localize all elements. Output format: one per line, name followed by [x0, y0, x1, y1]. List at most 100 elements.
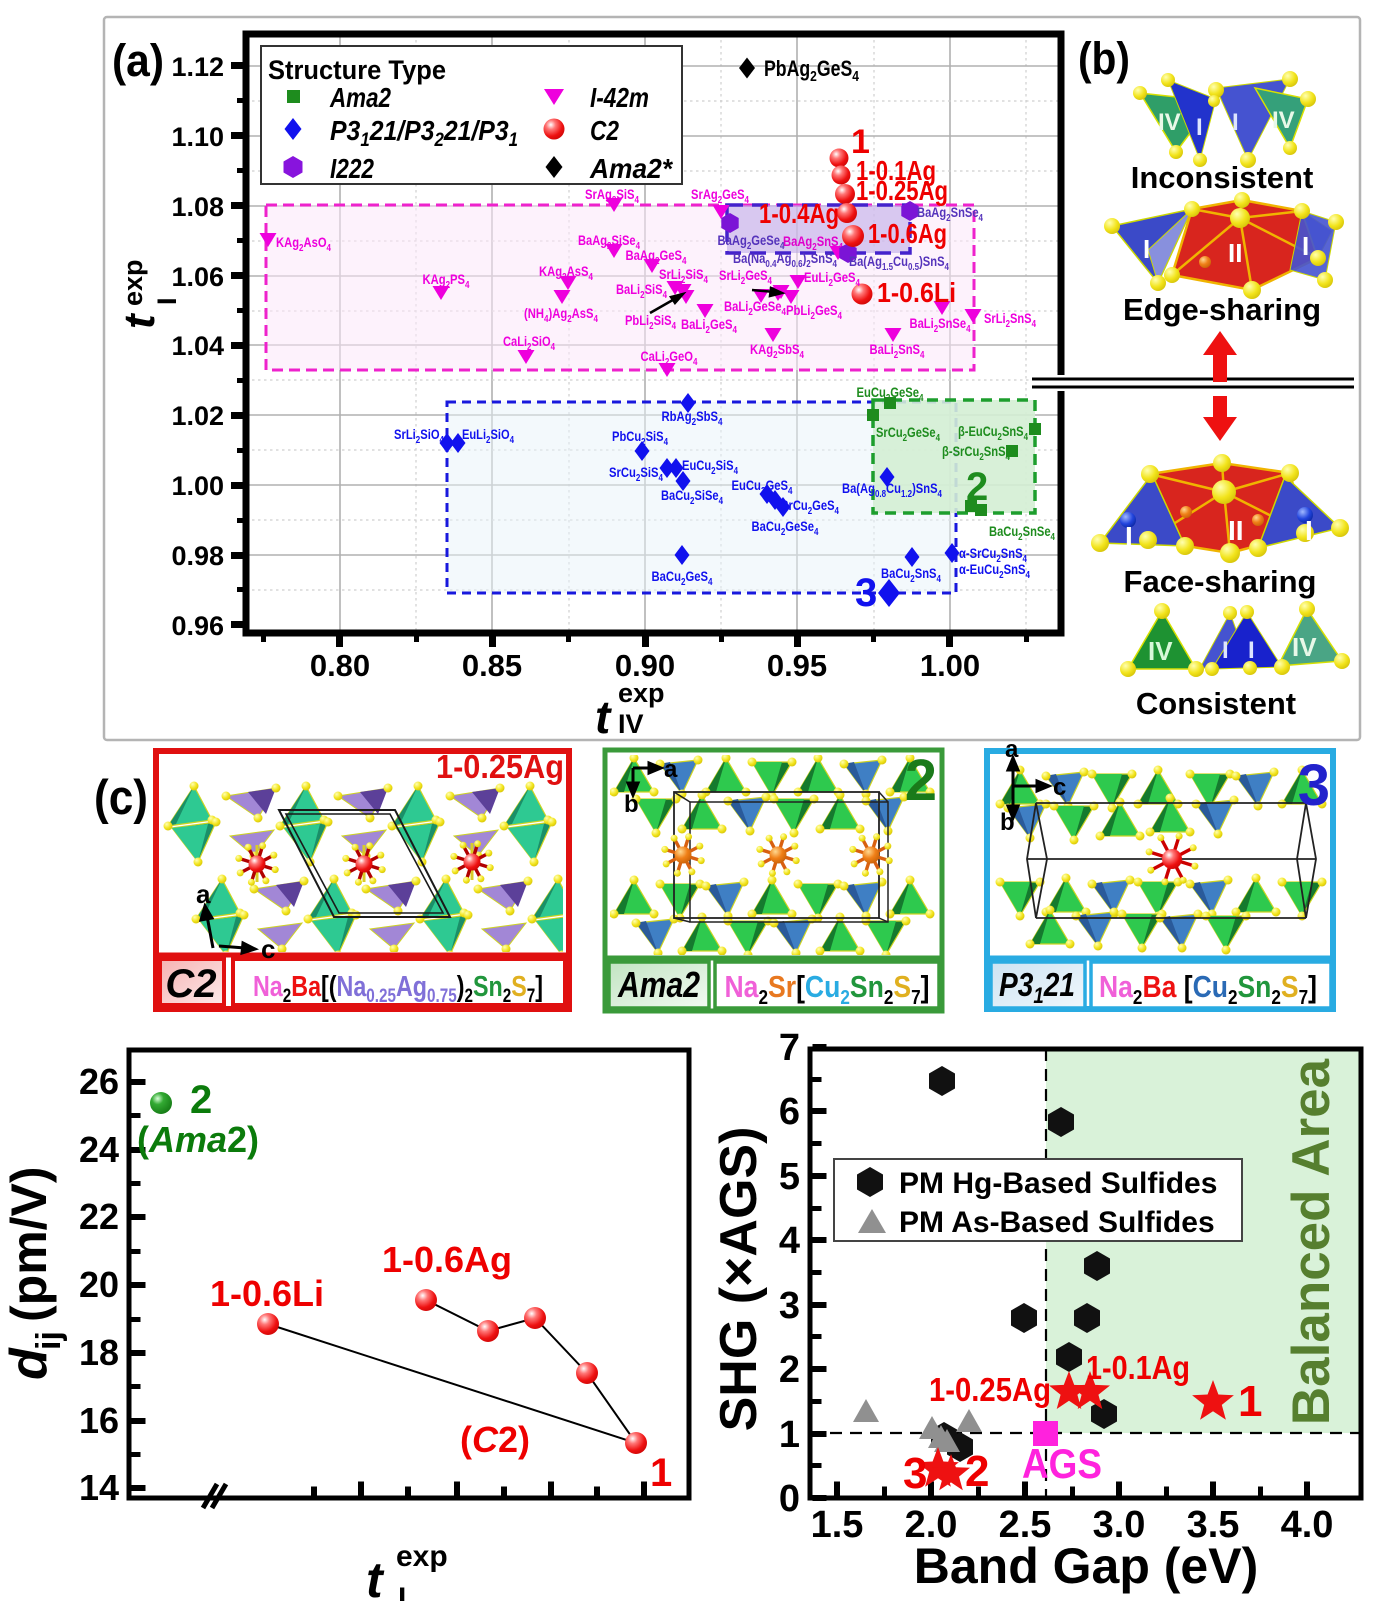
svg-text:1.06: 1.06 — [171, 262, 224, 292]
svg-text:1-0.25Ag: 1-0.25Ag — [436, 748, 564, 785]
svg-text:a: a — [196, 879, 211, 909]
svg-text:1.04: 1.04 — [171, 331, 224, 361]
svg-text:PbLi2SiS4: PbLi2SiS4 — [625, 312, 676, 332]
svg-text:24: 24 — [79, 1129, 119, 1170]
svg-text:3.0: 3.0 — [1093, 1504, 1146, 1546]
svg-text:2: 2 — [779, 1349, 800, 1391]
svg-text:BaCu2GeSe4: BaCu2GeSe4 — [752, 518, 819, 538]
svg-text:14: 14 — [79, 1467, 119, 1508]
svg-text:(a): (a) — [112, 35, 164, 86]
svg-text:IV: IV — [1148, 636, 1173, 666]
svg-text:4.0: 4.0 — [1281, 1504, 1334, 1546]
svg-text:0.80: 0.80 — [310, 648, 370, 683]
svg-text:20: 20 — [79, 1264, 119, 1305]
svg-text:α-SrCu2SnS4: α-SrCu2SnS4 — [959, 545, 1027, 565]
svg-text:KAg2PS4: KAg2PS4 — [423, 271, 470, 291]
svg-text:I: I — [1248, 637, 1255, 664]
svg-text:SHG (×AGS): SHG (×AGS) — [710, 1127, 768, 1432]
svg-text:1-0.6Li: 1-0.6Li — [877, 277, 956, 308]
svg-text:Ama2: Ama2 — [617, 964, 700, 1005]
svg-text:2.5: 2.5 — [999, 1504, 1052, 1546]
svg-text:BaLi2GeSe4: BaLi2GeSe4 — [724, 298, 786, 318]
svg-text:1-0.1Ag: 1-0.1Ag — [1086, 1349, 1190, 1386]
svg-text:2: 2 — [905, 748, 937, 813]
svg-text:b: b — [1000, 809, 1015, 836]
svg-text:SrCu2GeSe4: SrCu2GeSe4 — [876, 424, 940, 444]
svg-text:1-0.6Li: 1-0.6Li — [210, 1273, 324, 1314]
svg-text:ij: ij — [30, 1331, 68, 1350]
svg-text:BaLi2GeS4: BaLi2GeS4 — [681, 316, 737, 336]
svg-text:c: c — [1053, 774, 1066, 801]
svg-text:IV: IV — [1272, 107, 1295, 134]
svg-text:RbAg2SbS4: RbAg2SbS4 — [662, 408, 723, 428]
svg-text:(C2): (C2) — [460, 1419, 530, 1460]
svg-text:PM As-Based Sulfides: PM As-Based Sulfides — [899, 1206, 1215, 1239]
svg-text:CaLi2GeO4: CaLi2GeO4 — [641, 348, 698, 368]
svg-text:5: 5 — [779, 1156, 800, 1198]
svg-text:exp: exp — [118, 259, 148, 306]
svg-text:Na2Ba [Cu2Sn2S7]: Na2Ba [Cu2Sn2S7] — [1099, 969, 1317, 1009]
svg-text:(b): (b) — [1078, 33, 1130, 84]
svg-text:β-EuCu2SnS4: β-EuCu2SnS4 — [958, 423, 1028, 443]
svg-text:AGS: AGS — [1022, 1440, 1102, 1487]
svg-text:C2: C2 — [165, 962, 216, 1006]
svg-text:Inconsistent: Inconsistent — [1131, 160, 1314, 195]
svg-text:BaCu2GeS4: BaCu2GeS4 — [652, 568, 713, 588]
svg-text:0.95: 0.95 — [767, 648, 827, 683]
svg-text:EuLi2SiO4: EuLi2SiO4 — [462, 426, 514, 446]
svg-text:KAg2AsS4: KAg2AsS4 — [539, 263, 593, 283]
svg-text:I: I — [152, 297, 182, 305]
svg-text:1-0.1Ag: 1-0.1Ag — [856, 155, 936, 186]
svg-text:1.00: 1.00 — [920, 648, 980, 683]
svg-text:16: 16 — [79, 1400, 119, 1441]
svg-text:4: 4 — [779, 1220, 800, 1262]
svg-text:0.90: 0.90 — [615, 648, 675, 683]
svg-text:BaCu2SnSe4: BaCu2SnSe4 — [989, 523, 1055, 543]
svg-text:I-42m: I-42m — [590, 82, 649, 113]
svg-text:6: 6 — [779, 1091, 800, 1133]
svg-text:Ama2*: Ama2* — [589, 153, 673, 184]
svg-text:t: t — [115, 312, 164, 329]
svg-text:Ama2: Ama2 — [329, 82, 391, 113]
svg-text:SrAg2SiS4: SrAg2SiS4 — [585, 186, 639, 206]
svg-text:b: b — [624, 791, 639, 818]
svg-text:3: 3 — [779, 1285, 800, 1327]
svg-text:IV: IV — [618, 709, 644, 739]
svg-text:Na2Sr[Cu2Sn2S7]: Na2Sr[Cu2Sn2S7] — [725, 969, 930, 1009]
svg-text:Consistent: Consistent — [1136, 686, 1296, 721]
svg-text:α-EuCu2SnS4: α-EuCu2SnS4 — [959, 561, 1030, 581]
svg-text:(NH4)Ag2AsS4: (NH4)Ag2AsS4 — [524, 305, 598, 325]
svg-text:18: 18 — [79, 1332, 119, 1373]
svg-text:0.96: 0.96 — [171, 611, 224, 641]
svg-text:26: 26 — [79, 1061, 119, 1102]
svg-text:EuLi2GeS4: EuLi2GeS4 — [804, 269, 860, 289]
svg-text:a: a — [664, 756, 678, 783]
svg-text:BaLi2SnSe4: BaLi2SnSe4 — [910, 315, 971, 335]
svg-text:BaCu2SnS4: BaCu2SnS4 — [881, 565, 941, 585]
svg-text:SrAg2GeS4: SrAg2GeS4 — [691, 186, 749, 206]
svg-text:2: 2 — [965, 1447, 989, 1496]
svg-text:I: I — [398, 1582, 406, 1601]
svg-text:PbLi2GeS4: PbLi2GeS4 — [786, 302, 842, 322]
svg-text:1.10: 1.10 — [171, 122, 224, 152]
svg-text:SrLi2SiO4: SrLi2SiO4 — [394, 426, 444, 446]
svg-text:SrLi2SiS4: SrLi2SiS4 — [659, 266, 708, 286]
svg-text:1-0.25Ag: 1-0.25Ag — [856, 175, 948, 206]
svg-text:t: t — [366, 1552, 385, 1601]
svg-text:3: 3 — [1298, 753, 1330, 818]
svg-text:II: II — [1228, 238, 1242, 268]
svg-text:I: I — [1196, 114, 1203, 141]
svg-text:KAg2AsO4: KAg2AsO4 — [276, 234, 331, 254]
svg-text:1.5: 1.5 — [811, 1504, 864, 1546]
svg-text:Ba(Ag0.8Cu1.2)SnS4: Ba(Ag0.8Cu1.2)SnS4 — [842, 480, 942, 500]
svg-text:EuCu2GeS4: EuCu2GeS4 — [732, 477, 793, 497]
svg-text:1: 1 — [1238, 1377, 1262, 1426]
svg-text:BaAg2SnSe4: BaAg2SnSe4 — [917, 204, 983, 224]
svg-text:a: a — [1005, 736, 1019, 763]
svg-text:BaAg2SnS4: BaAg2SnS4 — [783, 233, 843, 253]
svg-text:KAg2SbS4: KAg2SbS4 — [750, 341, 804, 361]
svg-text:(c): (c) — [94, 771, 148, 825]
svg-text:I: I — [1232, 109, 1239, 136]
svg-text:0.85: 0.85 — [462, 648, 522, 683]
svg-text:22: 22 — [79, 1196, 119, 1237]
